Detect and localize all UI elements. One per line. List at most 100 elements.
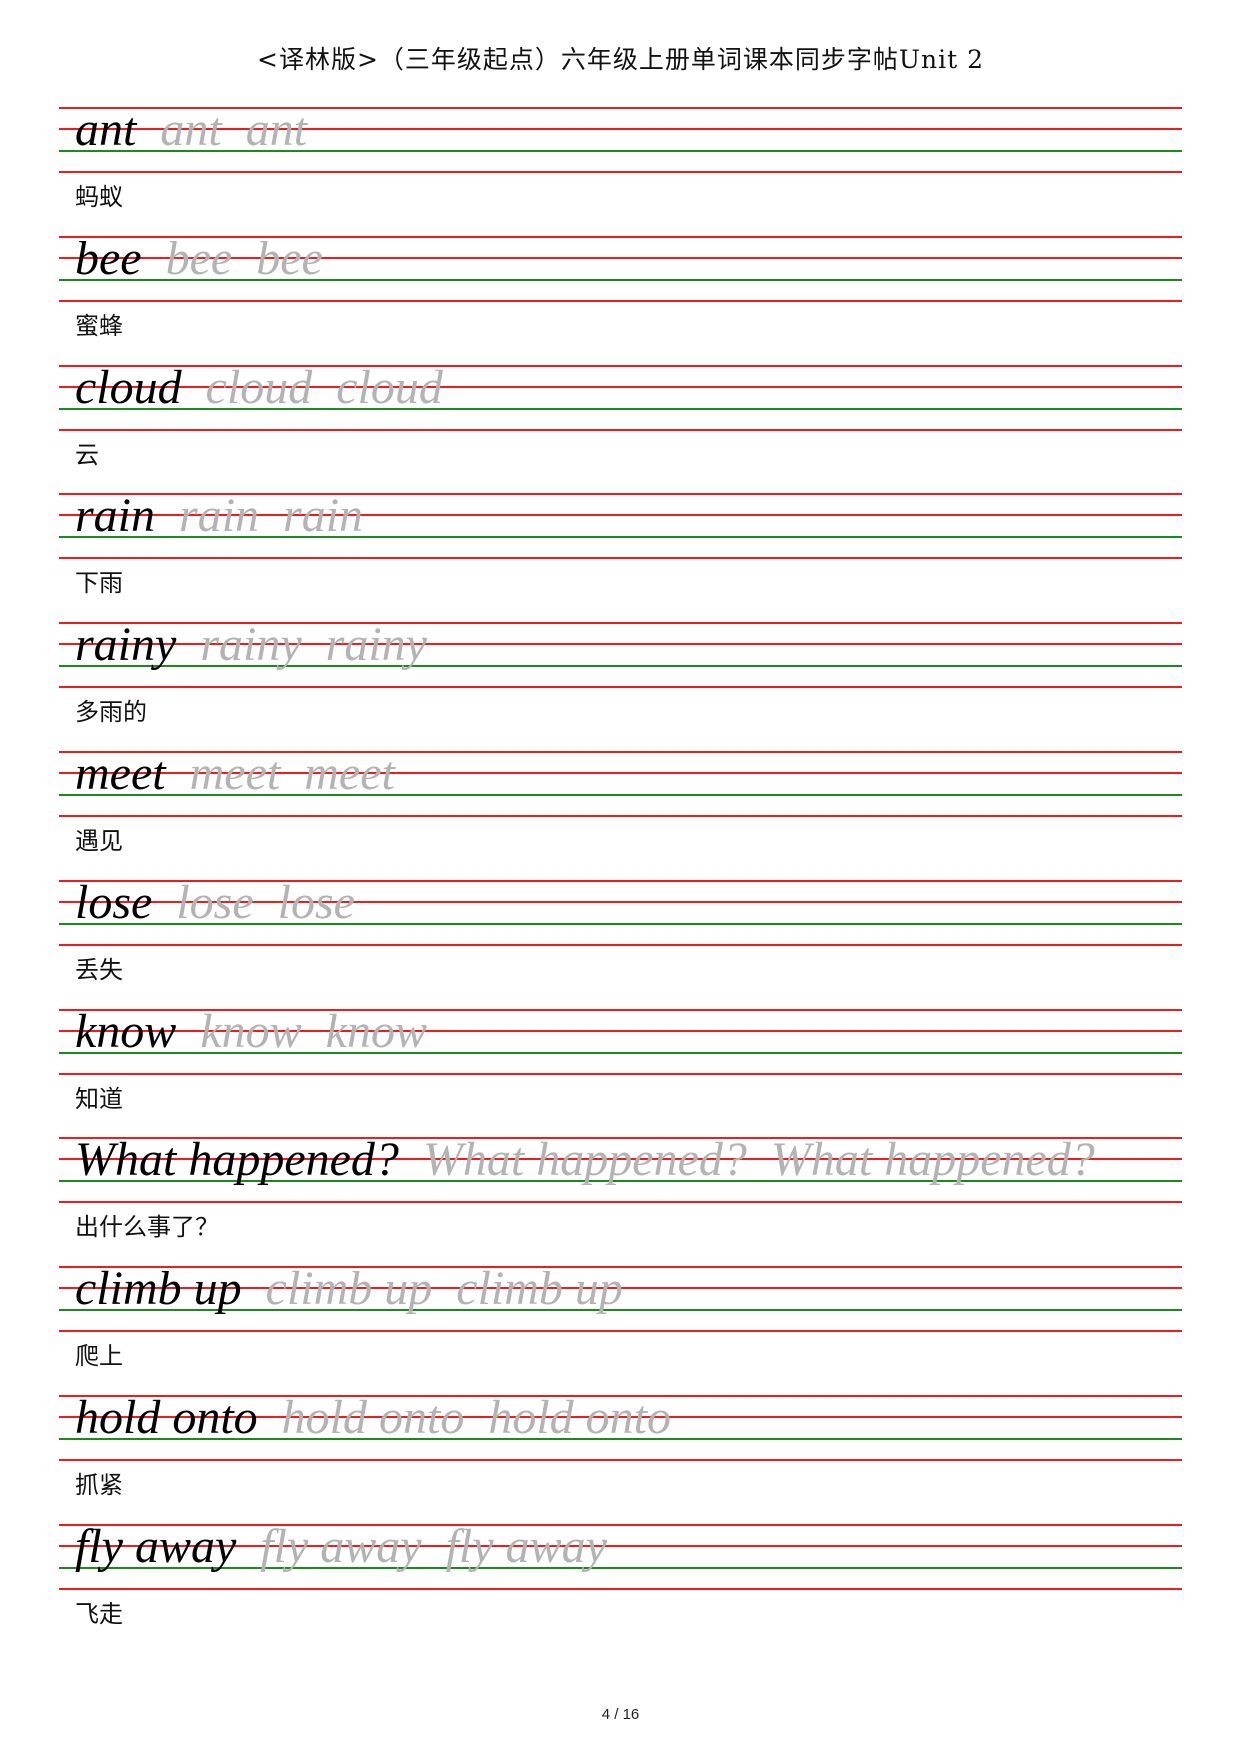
- trace-word: rain: [179, 489, 260, 543]
- word-meaning: 知道: [75, 1084, 123, 1113]
- word: cloud: [75, 360, 182, 414]
- trace-word: What happened?: [422, 1133, 747, 1187]
- guide-line: [59, 256, 1182, 259]
- trace-word: know: [325, 1004, 427, 1058]
- guide-line: [59, 235, 1182, 238]
- copybook-entry: What happened? What happened? What happene…: [59, 1133, 1182, 1265]
- copybook-entry: rain rain rain 下雨: [59, 489, 1182, 621]
- word-meaning: 爬上: [75, 1342, 123, 1371]
- trace-word: cloud: [336, 360, 443, 414]
- word: bee: [75, 231, 142, 285]
- baseline-guide-line: [59, 536, 1182, 539]
- word: hold onto: [75, 1391, 258, 1444]
- copybook-entry: ant ant ant 蚂蚁: [59, 103, 1182, 235]
- word-row: climb up climb up climb up: [75, 1262, 647, 1316]
- trace-word: fly away: [445, 1519, 607, 1573]
- page-number: 4 / 16: [601, 1706, 640, 1723]
- word-meaning: 下雨: [75, 569, 123, 598]
- trace-word: know: [200, 1004, 302, 1058]
- word-row: meet meet meet: [75, 747, 419, 800]
- guide-line: [59, 686, 1182, 689]
- guide-line: [59, 364, 1182, 367]
- word-meaning: 多雨的: [75, 698, 147, 727]
- word-row: rainy rainy rainy: [75, 618, 451, 672]
- guide-line: [59, 1137, 1182, 1140]
- trace-word: hold onto: [281, 1391, 465, 1444]
- word-row: fly away fly away fly away: [75, 1519, 631, 1573]
- guide-line: [59, 1201, 1182, 1204]
- baseline-guide-line: [59, 407, 1182, 410]
- guide-line: [59, 879, 1182, 882]
- guide-line: [59, 751, 1182, 753]
- trace-word: rainy: [325, 618, 427, 672]
- guide-line: [59, 428, 1182, 431]
- guide-line: [59, 493, 1182, 496]
- guide-line: [59, 1287, 1182, 1290]
- trace-word: ant: [160, 103, 222, 156]
- word-meaning: 云: [75, 440, 99, 469]
- word-row: rain rain rain: [75, 489, 387, 543]
- word: rain: [75, 489, 156, 543]
- guide-line: [59, 128, 1182, 130]
- copybook-entry: fly away fly away fly away 飞走: [59, 1519, 1182, 1652]
- guide-line: [59, 1266, 1182, 1269]
- trace-word: What happened?: [770, 1133, 1095, 1187]
- word: know: [75, 1004, 177, 1058]
- baseline-guide-line: [59, 278, 1182, 281]
- trace-word: fly away: [260, 1519, 422, 1573]
- trace-word: bee: [165, 231, 233, 285]
- guide-line: [59, 815, 1182, 817]
- guide-line: [59, 900, 1182, 903]
- word: meet: [75, 747, 166, 800]
- word-row: know know know: [75, 1004, 451, 1058]
- word-row: hold onto hold onto hold onto: [75, 1391, 695, 1444]
- baseline-guide-line: [59, 922, 1182, 925]
- trace-word: climb up: [265, 1262, 433, 1316]
- trace-word: climb up: [456, 1262, 623, 1316]
- guide-line: [59, 1587, 1182, 1590]
- trace-word: rainy: [200, 618, 302, 672]
- word-meaning: 抓紧: [75, 1471, 123, 1499]
- word: ant: [75, 103, 137, 156]
- guide-line: [59, 622, 1182, 625]
- word-row: cloud cloud cloud: [75, 360, 467, 414]
- guide-line: [59, 1330, 1182, 1333]
- word-meaning: 遇见: [75, 827, 123, 855]
- copybook-entry: bee bee bee 蜜蜂: [59, 231, 1182, 364]
- guide-line: [59, 1523, 1182, 1526]
- page-title: <译林版>（三年级起点）六年级上册单词课本同步字帖Unit 2: [257, 45, 984, 74]
- copybook-entry: hold onto hold onto hold onto 抓紧: [59, 1391, 1182, 1523]
- guide-line: [59, 385, 1182, 388]
- baseline-guide-line: [59, 150, 1182, 152]
- trace-word: bee: [256, 231, 323, 285]
- guide-line: [59, 1008, 1182, 1011]
- word-row: bee bee bee: [75, 231, 347, 285]
- guide-line: [59, 171, 1182, 173]
- baseline-guide-line: [59, 1180, 1182, 1183]
- word-row: lose lose lose: [75, 875, 379, 929]
- guide-line: [59, 1395, 1182, 1397]
- trace-word: meet: [304, 747, 395, 800]
- guide-line: [59, 1029, 1182, 1032]
- word-meaning: 出什么事了？: [75, 1213, 219, 1242]
- guide-line: [59, 1158, 1182, 1161]
- word-meaning: 蚂蚁: [75, 183, 123, 211]
- guide-line: [59, 943, 1182, 946]
- guide-line: [59, 514, 1182, 517]
- word: climb up: [75, 1262, 242, 1316]
- guide-line: [59, 643, 1182, 646]
- copybook-entry: know know know 知道: [59, 1004, 1182, 1137]
- guide-line: [59, 107, 1182, 109]
- trace-word: lose: [277, 875, 355, 929]
- baseline-guide-line: [59, 1438, 1182, 1440]
- word: What happened?: [75, 1133, 399, 1187]
- guide-line: [59, 772, 1182, 774]
- guide-line: [59, 299, 1182, 302]
- copybook-entry: climb up climb up climb up 爬上: [59, 1262, 1182, 1394]
- guide-line: [59, 1544, 1182, 1547]
- word-meaning: 蜜蜂: [75, 311, 123, 340]
- baseline-guide-line: [59, 665, 1182, 668]
- word-meaning: 丢失: [75, 955, 123, 984]
- guide-line: [59, 1459, 1182, 1461]
- trace-word: rain: [283, 489, 364, 543]
